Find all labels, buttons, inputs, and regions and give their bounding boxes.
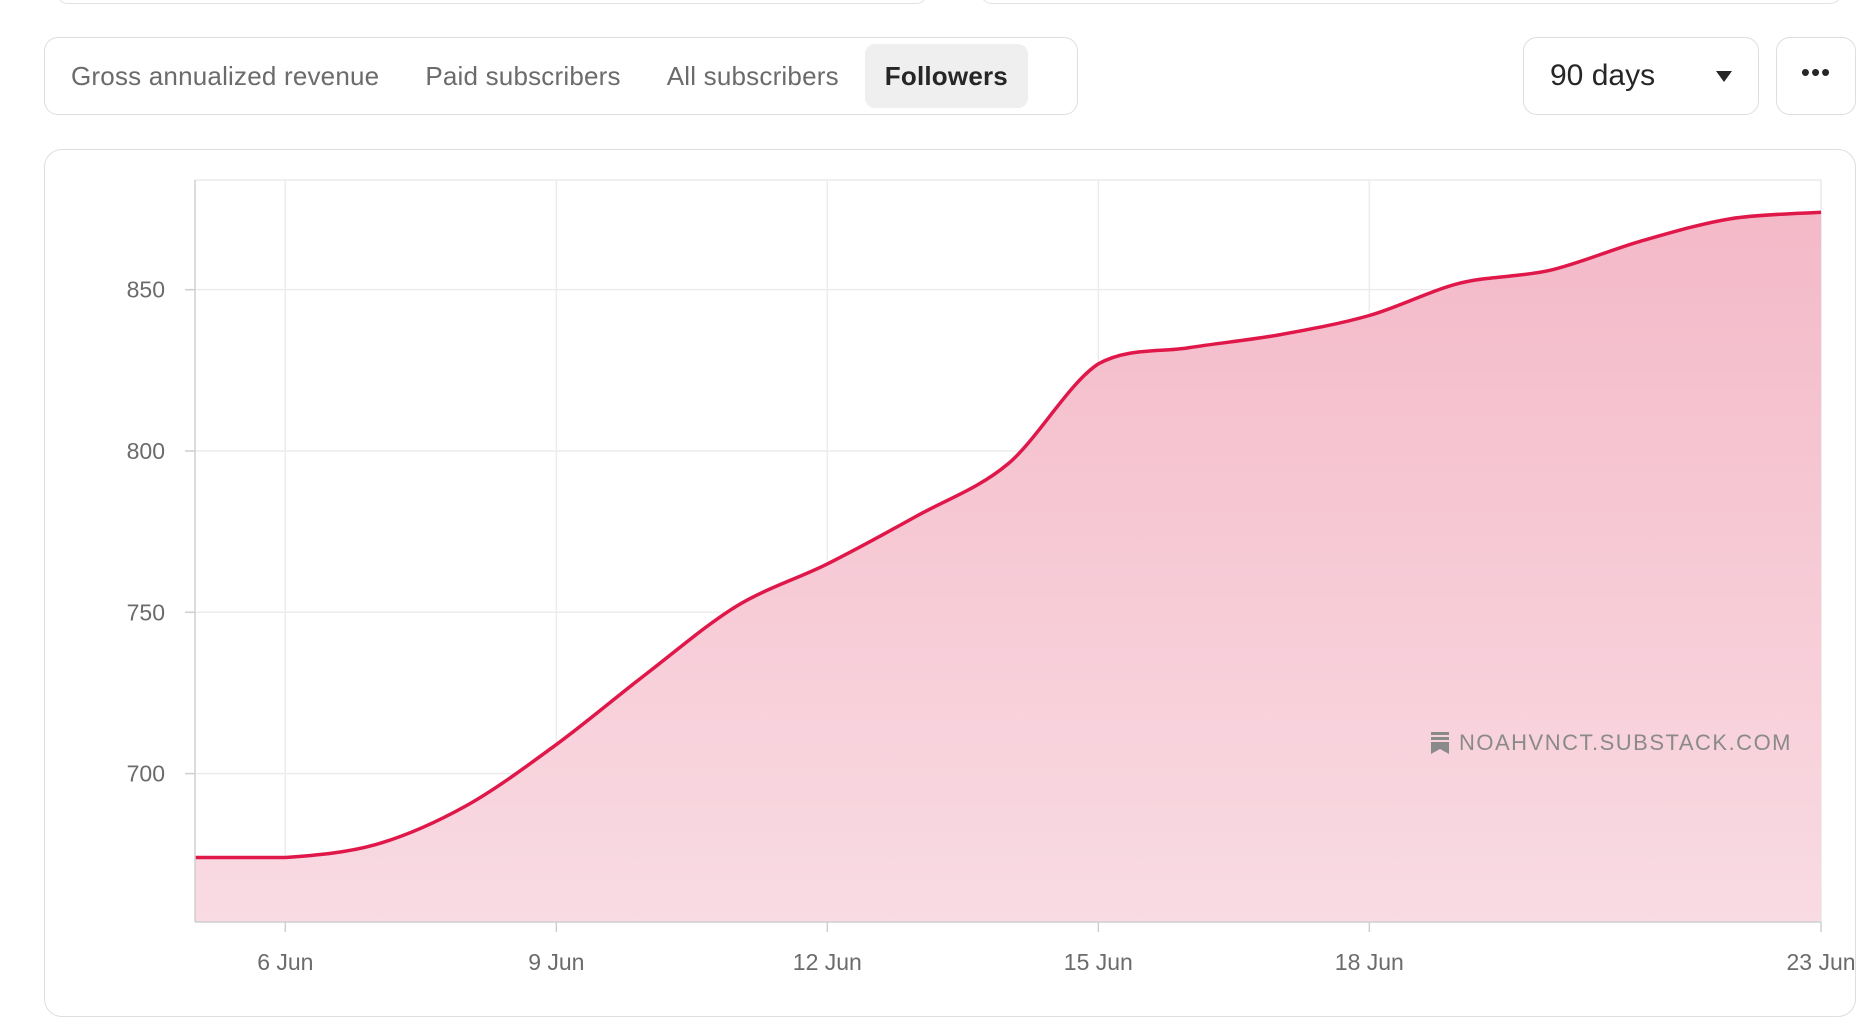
x-tick-label: 23 Jun — [1786, 949, 1855, 975]
y-axis-ticks: 700 750 800 850 — [127, 277, 195, 787]
x-tick-label: 18 Jun — [1335, 949, 1404, 975]
x-tick-label: 6 Jun — [257, 949, 313, 975]
date-range-value: 90 days — [1550, 59, 1656, 92]
watermark-text: NOAHVNCT.SUBSTACK.COM — [1459, 730, 1792, 755]
date-range-select[interactable]: 90 days — [1523, 37, 1759, 115]
followers-chart: 700 750 800 850 6 Jun 9 Jun 12 Jun 15 Jun 18 Ju… — [127, 179, 1856, 975]
y-tick-label: 800 — [127, 438, 165, 464]
x-tick-label: 9 Jun — [528, 949, 584, 975]
substack-watermark: NOAHVNCT.SUBSTACK.COM — [1431, 730, 1792, 755]
top-card-right — [980, 0, 1842, 4]
y-tick-label: 700 — [127, 761, 165, 787]
more-options-button[interactable]: ••• — [1776, 37, 1856, 115]
y-tick-label: 850 — [127, 277, 165, 303]
more-dots-icon: ••• — [1800, 57, 1832, 87]
tab-followers[interactable]: Followers — [864, 44, 1028, 108]
followers-area — [195, 212, 1821, 922]
x-axis-ticks: 6 Jun 9 Jun 12 Jun 15 Jun 18 Jun 23 Jun — [257, 922, 1856, 975]
metric-tabs: Gross annualized revenue Paid subscriber… — [44, 37, 1078, 115]
tab-gross-annualized-revenue[interactable]: Gross annualized revenue — [71, 61, 380, 91]
top-card-left — [56, 0, 928, 4]
y-tick-label: 750 — [127, 599, 165, 625]
caret-down-icon — [1716, 70, 1732, 82]
x-tick-label: 12 Jun — [793, 949, 862, 975]
tab-paid-subscribers[interactable]: Paid subscribers — [425, 61, 621, 91]
x-tick-label: 15 Jun — [1064, 949, 1133, 975]
tab-all-subscribers[interactable]: All subscribers — [666, 61, 839, 91]
substack-logo-icon — [1431, 732, 1449, 754]
chart-card: 700 750 800 850 6 Jun 9 Jun 12 Jun 15 Jun 18 Ju… — [44, 149, 1856, 1017]
followers-line — [195, 210, 1822, 860]
